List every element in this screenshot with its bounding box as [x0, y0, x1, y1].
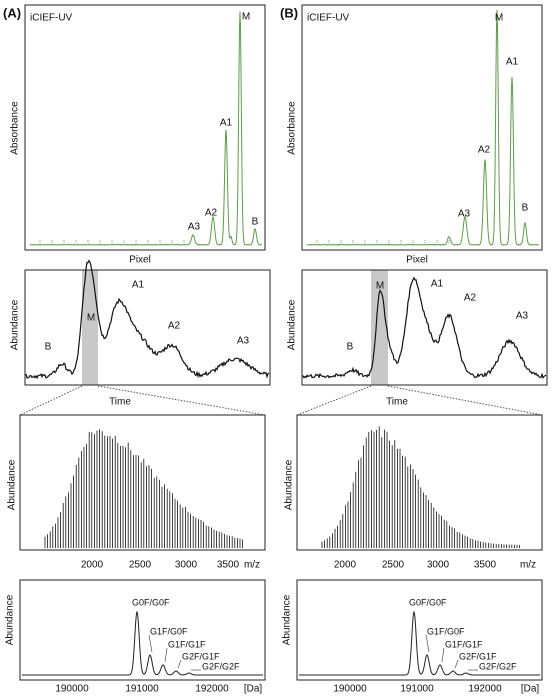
peak-label: A1 — [506, 57, 519, 68]
uv-frame — [301, 4, 543, 251]
x-tick-label: 2000 — [334, 560, 357, 571]
deconv-frame — [296, 579, 543, 681]
x-axis-label: Time — [109, 397, 131, 408]
zoom-line — [97, 385, 266, 416]
peak-label: B — [45, 342, 52, 353]
y-axis-label: Abundance — [284, 459, 295, 510]
band — [82, 270, 98, 385]
x-axis-label: Pixel — [129, 255, 151, 266]
zoom-line — [387, 385, 543, 416]
x-tick-label: 190000 — [55, 684, 89, 695]
band — [371, 270, 388, 385]
y-axis-label: Abundance — [7, 459, 18, 510]
x-tick-label: 190000 — [333, 684, 367, 695]
uv-title: iCIEF-UV — [307, 13, 350, 24]
y-axis-label: Absorbance — [287, 101, 298, 155]
x-axis-label: Time — [386, 397, 408, 408]
x-tick-label: 3500 — [474, 560, 497, 571]
panel-label: (B) — [280, 5, 298, 20]
deconv-frame — [19, 579, 266, 681]
spectrum-frame — [19, 414, 266, 551]
leader — [148, 634, 153, 653]
uv-trace — [29, 11, 262, 246]
peak-label: B — [522, 203, 529, 214]
x-tick-label: 2500 — [382, 560, 405, 571]
peak-label: A2 — [464, 293, 477, 304]
x-unit: m/z — [520, 560, 536, 571]
glycoform-label: G2F/G1F — [459, 651, 497, 661]
panel: (B) iCIEF-UV Absorbance Pixel M A1 A2 A3 B Abunda… — [280, 4, 548, 695]
y-axis-label: Absorbance — [10, 101, 21, 155]
peak-label: A1 — [220, 118, 233, 129]
peak-label: A3 — [458, 209, 471, 220]
uv-trace — [306, 9, 539, 246]
spectrum-frame — [296, 414, 543, 551]
leader — [454, 659, 459, 669]
peak-label: B — [252, 217, 259, 228]
uv-frame — [24, 4, 266, 251]
glycoform-label: G2F/G1F — [182, 651, 220, 661]
glycoform-label: G0F/G0F — [132, 597, 170, 607]
x-axis-label: Pixel — [406, 255, 428, 266]
x-tick-label: 191000 — [400, 684, 434, 695]
peak-label: A3 — [516, 311, 529, 322]
peak-label: A3 — [188, 222, 201, 233]
y-axis-label: Abundance — [5, 594, 16, 645]
x-unit: [Da] — [244, 684, 263, 695]
ms-trace — [302, 276, 547, 379]
peak-label: B — [347, 342, 354, 353]
x-tick-label: 3000 — [427, 560, 450, 571]
leader — [177, 659, 182, 669]
peak-label: M — [242, 12, 250, 23]
leader — [164, 647, 168, 663]
peak-label: A3 — [237, 336, 250, 347]
ms-frame — [24, 269, 271, 386]
panel: (A) iCIEF-UV Absorbance Pixel M A1 A2 A3 B Abunda… — [3, 4, 271, 695]
peak-label: M — [376, 281, 384, 292]
peak-label: A2 — [478, 145, 491, 156]
zoom-line — [19, 385, 83, 416]
deconv-trace — [22, 610, 263, 676]
glycoform-label: G1F/G0F — [150, 626, 188, 636]
x-tick-label: 2000 — [81, 560, 104, 571]
x-unit: m/z — [244, 560, 260, 571]
x-tick-label: 2500 — [129, 560, 152, 571]
peak-label: A1 — [132, 280, 145, 291]
glycoform-label: G1F/G1F — [168, 639, 206, 649]
peak-label: M — [87, 313, 95, 324]
peak-label: A2 — [168, 321, 181, 332]
x-tick-label: 192000 — [195, 684, 229, 695]
ms-trace — [25, 259, 270, 380]
x-unit: [Da] — [521, 684, 540, 695]
leader — [425, 634, 430, 653]
y-axis-label: Abundance — [10, 299, 21, 350]
x-tick-label: 192000 — [468, 684, 502, 695]
glycoform-label: G1F/G1F — [445, 639, 483, 649]
glycoform-label: G2F/G2F — [202, 661, 240, 671]
y-axis-label: Abundance — [287, 299, 298, 350]
ms-frame — [301, 269, 548, 386]
glycoform-label: G0F/G0F — [409, 597, 447, 607]
y-axis-label: Abundance — [282, 594, 293, 645]
x-tick-label: 3500 — [217, 560, 240, 571]
peak-label: M — [495, 13, 503, 24]
glycoform-label: G1F/G0F — [427, 626, 465, 636]
peak-label: A1 — [431, 279, 444, 290]
zoom-line — [296, 385, 372, 416]
x-tick-label: 3000 — [175, 560, 198, 571]
leader — [441, 647, 445, 663]
glycoform-label: G2F/G2F — [479, 661, 517, 671]
x-tick-label: 191000 — [125, 684, 159, 695]
deconv-trace — [299, 610, 540, 676]
panel-label: (A) — [3, 5, 21, 20]
peak-label: A2 — [205, 208, 218, 219]
uv-title: iCIEF-UV — [30, 13, 73, 24]
